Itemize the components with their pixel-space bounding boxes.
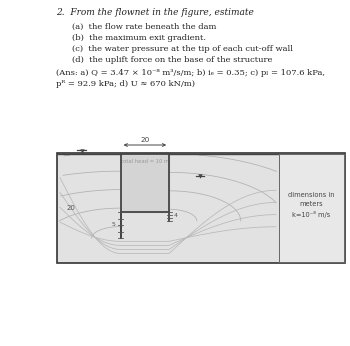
Text: total head = 10 m: total head = 10 m (121, 159, 169, 164)
Text: 20: 20 (140, 137, 149, 143)
Bar (279, 154, 344, 262)
Text: 20: 20 (66, 205, 76, 211)
Text: (d)  the uplift force on the base of the structure: (d) the uplift force on the base of the … (72, 56, 272, 64)
Text: 2.  From the flownet in the figure, estimate: 2. From the flownet in the figure, estim… (56, 8, 254, 17)
Text: 5: 5 (112, 222, 116, 227)
Polygon shape (121, 154, 169, 212)
Bar (57, 153, 345, 263)
Text: (c)  the water pressure at the tip of each cut-off wall: (c) the water pressure at the tip of eac… (72, 45, 293, 53)
Text: 4: 4 (174, 213, 178, 218)
Text: pᴿ = 92.9 kPa; d) U ≈ 670 kN/m): pᴿ = 92.9 kPa; d) U ≈ 670 kN/m) (56, 80, 195, 88)
Text: (a)  the flow rate beneath the dam: (a) the flow rate beneath the dam (72, 23, 216, 31)
Text: (b)  the maximum exit gradient.: (b) the maximum exit gradient. (72, 34, 206, 42)
Text: dimensions in
meters
k=10⁻⁸ m/s: dimensions in meters k=10⁻⁸ m/s (288, 192, 335, 218)
Text: (Ans: a) Q = 3.47 × 10⁻⁸ m³/s/m; b) iₑ = 0.35; c) pₗ = 107.6 kPa,: (Ans: a) Q = 3.47 × 10⁻⁸ m³/s/m; b) iₑ =… (56, 69, 325, 77)
